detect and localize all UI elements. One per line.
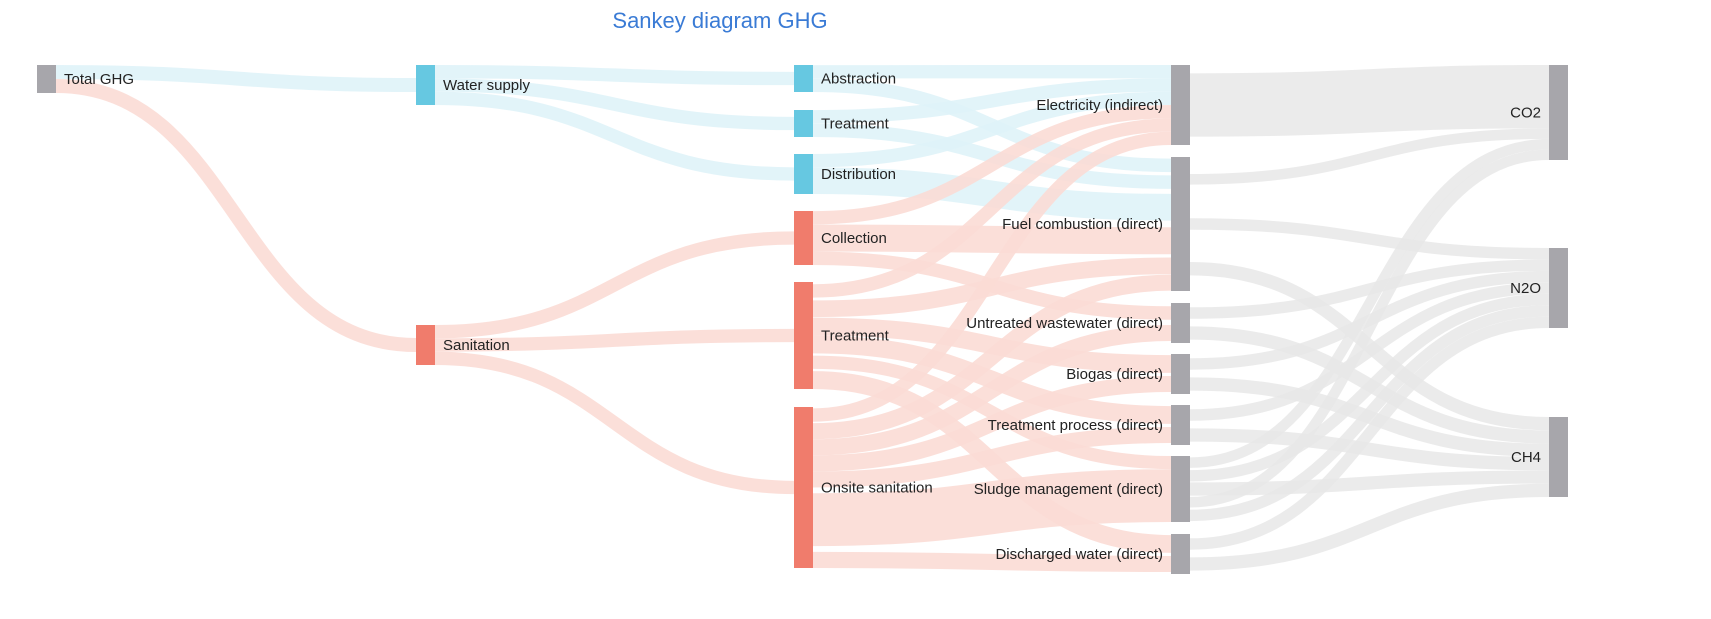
node-label-total: Total GHG: [64, 71, 134, 88]
node-label-n2o: N2O: [1510, 280, 1541, 297]
node-ons[interactable]: [794, 407, 813, 568]
node-label-fuel: Fuel combustion (direct): [1002, 216, 1163, 233]
link-sludge-n2o[interactable]: [1189, 293, 1550, 482]
link-sludge-co2[interactable]: [1189, 138, 1550, 468]
node-ws[interactable]: [416, 65, 435, 105]
node-ch4[interactable]: [1549, 417, 1568, 497]
node-n2o[interactable]: [1549, 248, 1568, 328]
node-label-wtr: Treatment: [821, 116, 890, 133]
link-san-str[interactable]: [434, 328, 795, 352]
link-col-fuel[interactable]: [812, 224, 1172, 255]
node-label-tp: Treatment process (direct): [988, 417, 1163, 434]
link-tp-n2o[interactable]: [1189, 282, 1550, 421]
link-ons-bio[interactable]: [812, 375, 1172, 472]
diagram-title: Sankey diagram GHG: [612, 8, 828, 33]
node-wtr[interactable]: [794, 110, 813, 137]
link-tp-ch4[interactable]: [1189, 428, 1550, 471]
node-dist[interactable]: [794, 154, 813, 194]
link-ws-abs[interactable]: [434, 65, 795, 86]
node-san[interactable]: [416, 325, 435, 365]
sankey-links: [55, 65, 1550, 573]
link-ons-elec[interactable]: [812, 131, 1172, 422]
node-tp[interactable]: [1171, 405, 1190, 445]
link-sludge-co2[interactable]: [1189, 149, 1550, 508]
link-san-col[interactable]: [434, 231, 795, 339]
node-label-co2: CO2: [1510, 105, 1541, 122]
node-total[interactable]: [37, 65, 56, 93]
node-label-sludge: Sludge management (direct): [974, 481, 1163, 498]
node-label-dis: Discharged water (direct): [995, 546, 1163, 563]
node-label-ch4: CH4: [1511, 449, 1541, 466]
sankey-nodes: [37, 65, 1568, 574]
node-elec[interactable]: [1171, 65, 1190, 145]
node-co2[interactable]: [1549, 65, 1568, 160]
node-label-elec: Electricity (indirect): [1036, 97, 1163, 114]
node-label-str: Treatment: [821, 328, 890, 345]
node-label-unt: Untreated wastewater (direct): [966, 315, 1163, 332]
link-fuel-co2[interactable]: [1189, 128, 1550, 185]
link-dis-ch4[interactable]: [1189, 483, 1550, 571]
link-total-ws[interactable]: [55, 65, 417, 92]
link-str-bio[interactable]: [812, 317, 1172, 373]
link-wtr-fuel[interactable]: [812, 123, 1172, 189]
node-col[interactable]: [794, 211, 813, 265]
link-ons-tp[interactable]: [812, 426, 1172, 488]
node-fuel[interactable]: [1171, 157, 1190, 291]
link-ws-wtr[interactable]: [434, 78, 795, 131]
link-ons-sludge[interactable]: [812, 469, 1172, 547]
node-label-ws: Water supply: [443, 77, 530, 94]
link-dist-fuel[interactable]: [812, 167, 1172, 221]
link-sludge-n2o[interactable]: [1189, 305, 1550, 522]
node-dis[interactable]: [1171, 534, 1190, 574]
link-str-tp[interactable]: [812, 335, 1172, 424]
node-bio[interactable]: [1171, 354, 1190, 394]
link-wtr-elec[interactable]: [812, 78, 1172, 124]
link-elec-co2[interactable]: [1189, 65, 1550, 137]
node-label-dist: Distribution: [821, 166, 896, 183]
link-ws-dist[interactable]: [434, 91, 795, 181]
link-unt-n2o[interactable]: [1189, 259, 1550, 319]
link-dist-elec[interactable]: [812, 91, 1172, 168]
link-ons-unt[interactable]: [812, 324, 1172, 456]
node-unt[interactable]: [1171, 303, 1190, 343]
node-label-abs: Abstraction: [821, 71, 896, 88]
node-abs[interactable]: [794, 65, 813, 92]
link-fuel-n2o[interactable]: [1189, 218, 1550, 260]
node-sludge[interactable]: [1171, 456, 1190, 522]
link-san-ons[interactable]: [434, 351, 795, 495]
node-label-bio: Biogas (direct): [1066, 366, 1163, 383]
node-label-san: Sanitation: [443, 337, 510, 354]
link-str-sludge[interactable]: [812, 355, 1172, 470]
node-str[interactable]: [794, 282, 813, 389]
node-label-col: Collection: [821, 230, 887, 247]
link-str-elec[interactable]: [812, 118, 1172, 298]
sankey-labels: Total GHG Water supply Sanitation Abstracti…: [64, 71, 1541, 564]
node-label-ons: Onsite sanitation: [821, 480, 933, 497]
link-ons-fuel[interactable]: [812, 274, 1172, 440]
link-dis-n2o[interactable]: [1189, 316, 1550, 550]
link-col-elec[interactable]: [812, 105, 1172, 225]
link-ons-dis[interactable]: [812, 551, 1172, 573]
link-total-san[interactable]: [55, 79, 417, 352]
